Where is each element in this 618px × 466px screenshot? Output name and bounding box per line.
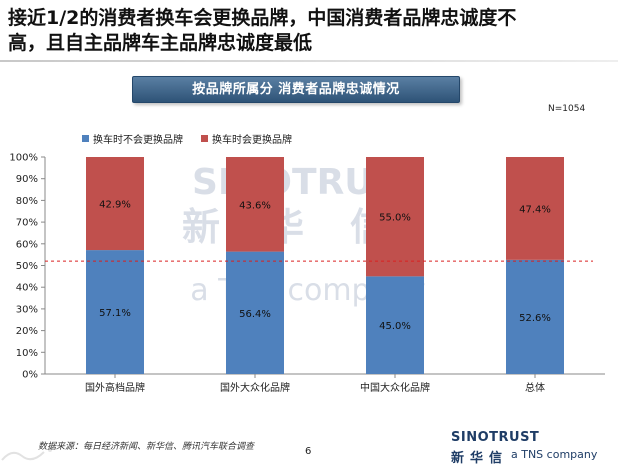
data-label: 42.9% xyxy=(99,200,131,211)
company-logo: SINOTRUST 新华信 a TNS company xyxy=(451,430,618,466)
data-label: 56.4% xyxy=(239,309,271,320)
data-label: 43.6% xyxy=(239,200,271,211)
y-tick-label: 60% xyxy=(16,239,38,250)
data-label: 45.0% xyxy=(379,321,411,332)
x-tick-label: 国外高档品牌 xyxy=(85,381,145,394)
x-tick-label: 国外大众化品牌 xyxy=(220,381,290,394)
y-tick-label: 80% xyxy=(16,196,38,207)
y-tick-label: 90% xyxy=(16,174,38,185)
legend-item-switch-brand: 换车时会更换品牌 xyxy=(201,131,292,146)
y-tick-label: 10% xyxy=(16,348,38,359)
chart-legend: 换车时不会更换品牌 换车时会更换品牌 xyxy=(82,131,292,146)
bar-segment xyxy=(86,157,144,251)
data-source-note: 数据来源：每日经济新闻、新华信、腾讯汽车联合调查 xyxy=(38,442,255,452)
legend-label-keep-brand: 换车时不会更换品牌 xyxy=(93,135,183,146)
x-tick-label: 中国大众化品牌 xyxy=(360,381,430,394)
data-label: 57.1% xyxy=(99,308,131,319)
bar-segment xyxy=(86,250,144,374)
corner-decoration xyxy=(1,448,52,461)
page-number: 6 xyxy=(305,446,312,457)
bar-segment xyxy=(366,157,424,277)
chart-banner: 按品牌所属分 消费者品牌忠诚情况 xyxy=(132,76,460,103)
legend-swatch-keep-brand xyxy=(82,135,89,142)
data-label: 47.4% xyxy=(519,204,551,215)
title-divider xyxy=(0,60,618,62)
bar-segment xyxy=(226,251,284,374)
logo-chinese-name: 新华信 xyxy=(451,451,509,466)
slide-headline: 接近1/2的消费者换车会更换品牌，中国消费者品牌忠诚度不 高，且自主品牌车主品牌… xyxy=(8,7,517,54)
legend-item-keep-brand: 换车时不会更换品牌 xyxy=(82,131,183,146)
data-label: 55.0% xyxy=(379,213,411,224)
bar-segment xyxy=(506,259,564,374)
y-tick-label: 40% xyxy=(16,283,38,294)
logo-wordmark: SINOTRUST xyxy=(451,430,540,445)
bar-segment xyxy=(506,157,564,260)
y-tick-label: 30% xyxy=(16,304,38,315)
x-tick-label: 总体 xyxy=(525,381,545,394)
watermark-chinese-name: 新华信 xyxy=(182,205,434,249)
bar-segment xyxy=(226,157,284,252)
y-tick-label: 100% xyxy=(9,153,38,164)
y-tick-label: 20% xyxy=(16,326,38,337)
legend-label-switch-brand: 换车时会更换品牌 xyxy=(212,135,292,146)
y-tick-label: 0% xyxy=(22,370,38,381)
legend-swatch-switch-brand xyxy=(201,135,208,142)
logo-tagline: a TNS company xyxy=(511,448,598,461)
data-label: 52.6% xyxy=(519,313,551,324)
y-tick-label: 70% xyxy=(16,218,38,229)
sample-size-label: N=1054 xyxy=(548,104,586,114)
bar-segment xyxy=(366,276,424,374)
y-tick-label: 50% xyxy=(16,261,38,272)
